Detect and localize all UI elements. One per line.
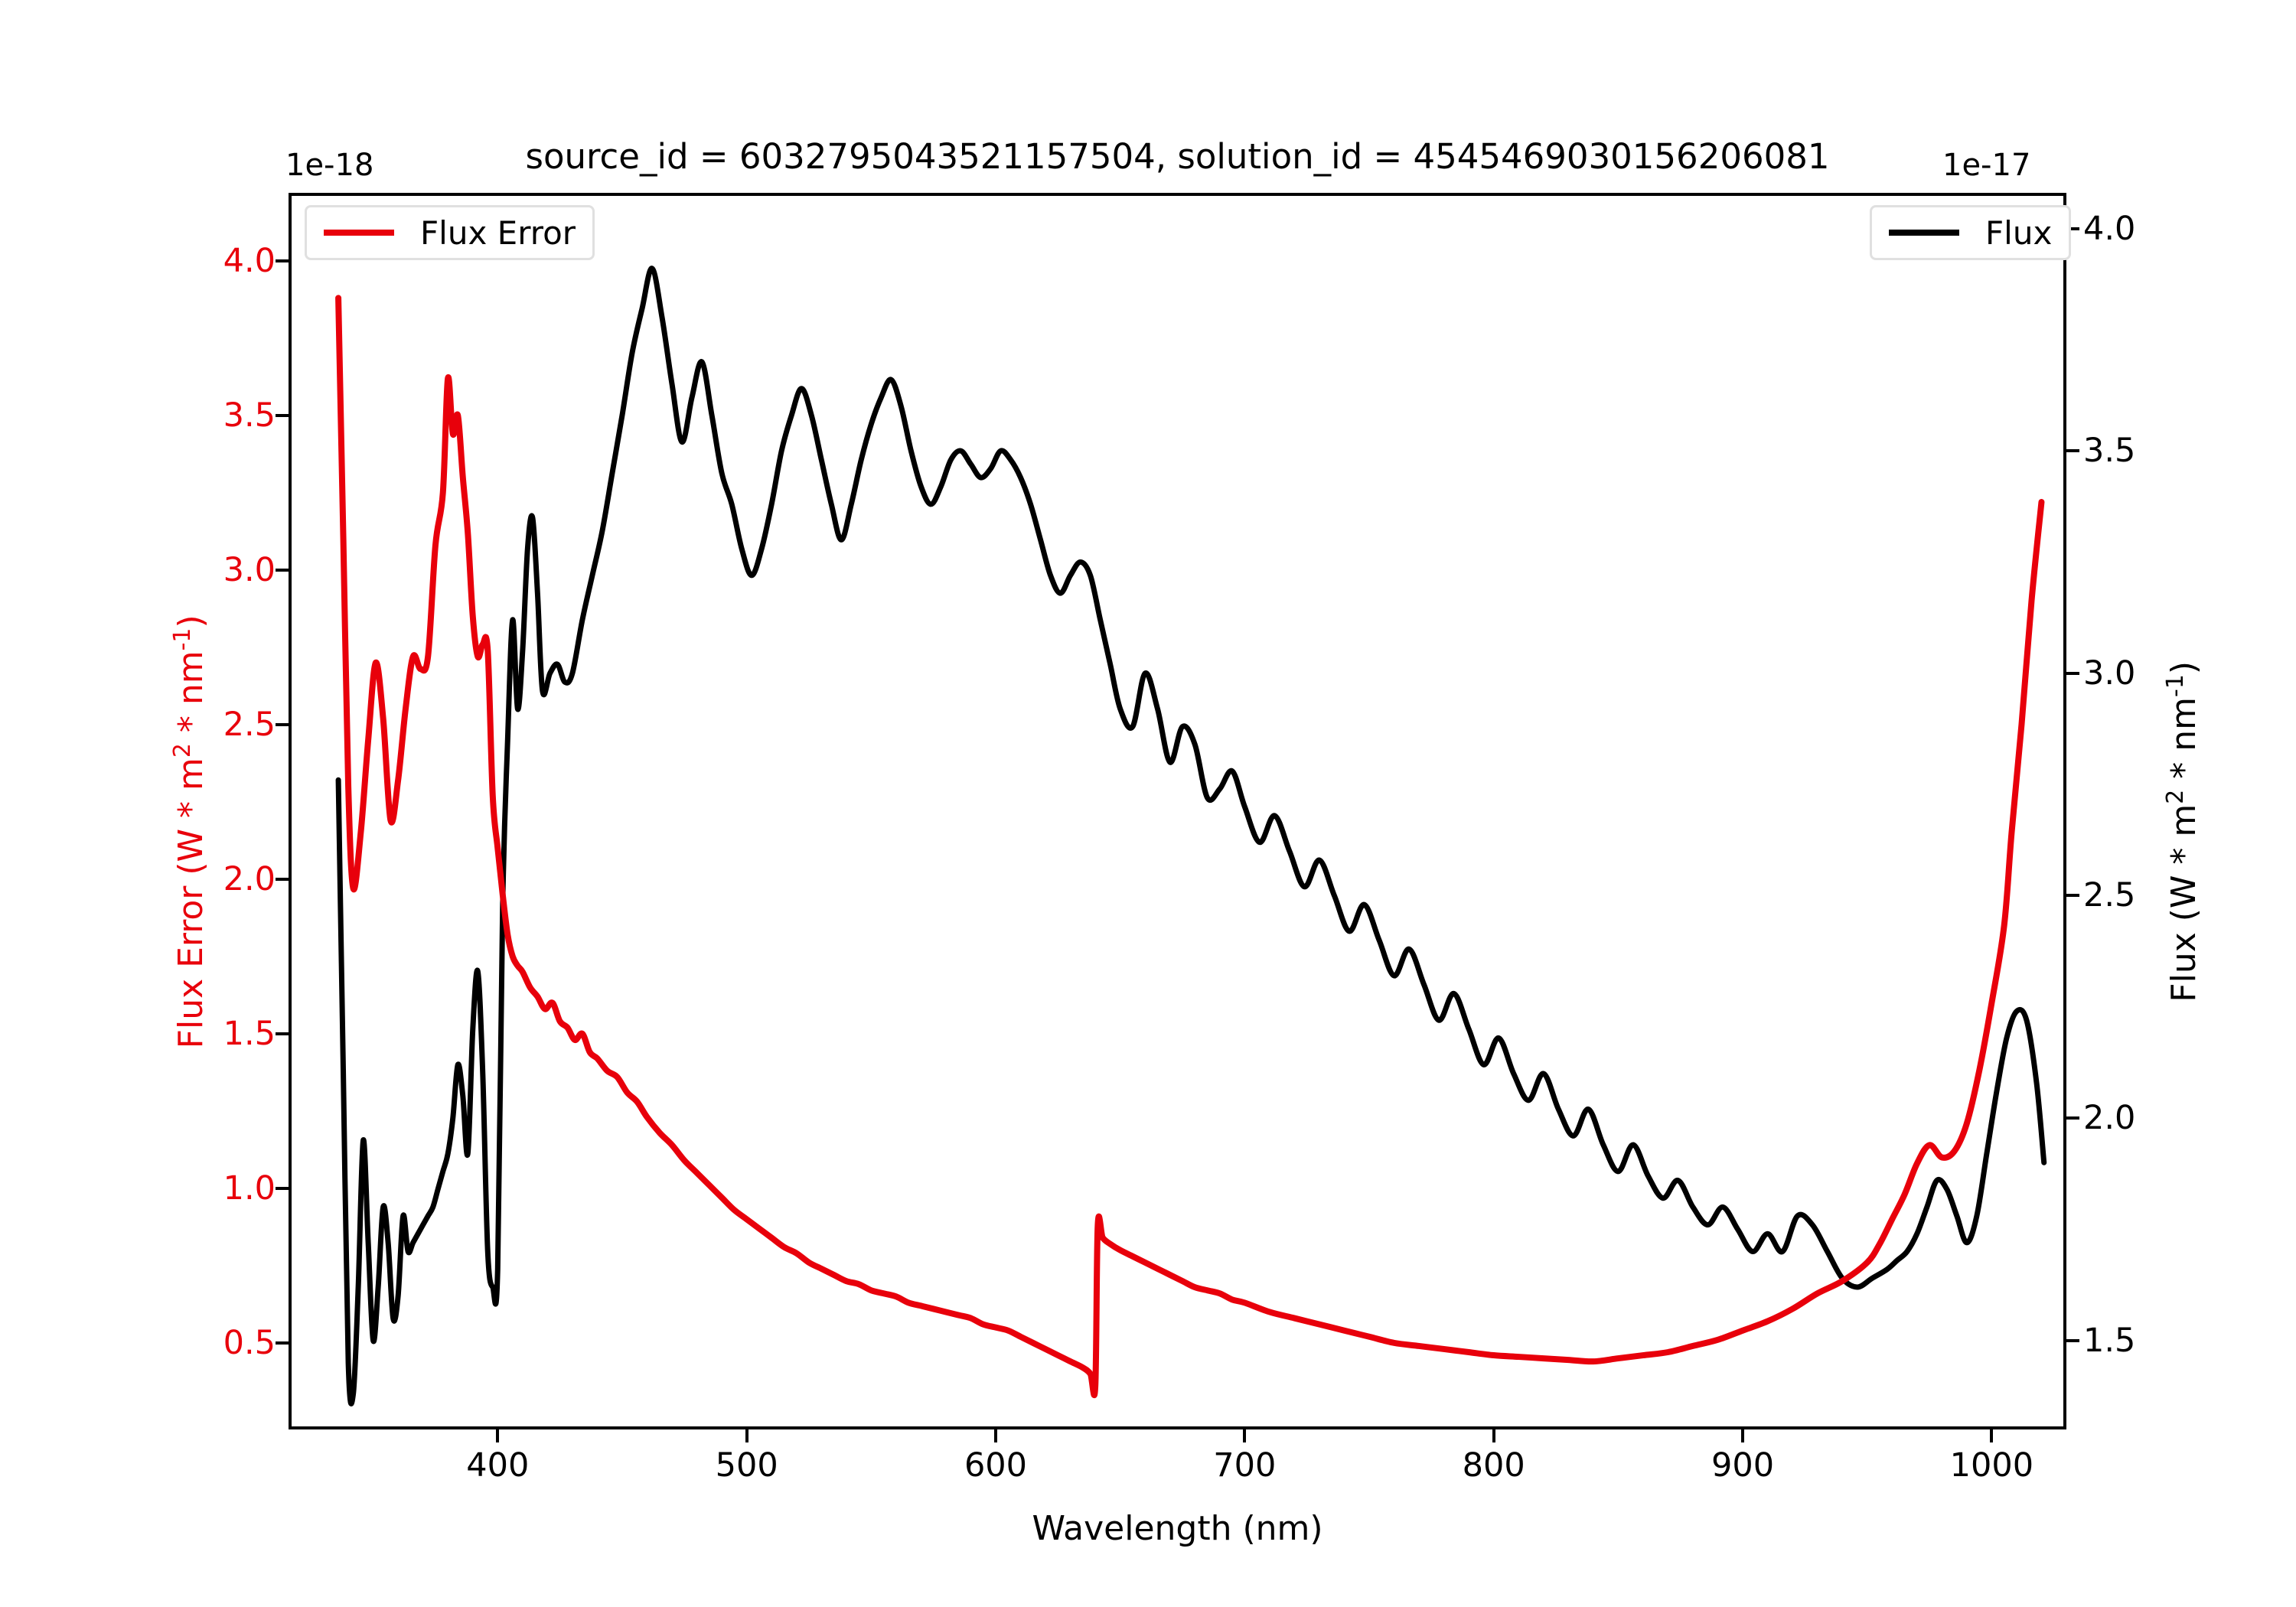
y-left-tick-label: 0.5 (223, 1323, 276, 1362)
y-left-tick-mark (276, 1186, 289, 1190)
y-right-tick-mark (2066, 449, 2079, 453)
x-tick-mark (1243, 1429, 1247, 1442)
y-left-tick-label: 2.0 (223, 859, 276, 898)
y-left-tick-mark (276, 722, 289, 726)
x-axis-label: Wavelength (nm) (1032, 1509, 1323, 1548)
flux-error-curve (335, 295, 2045, 1398)
legend-flux[interactable]: Flux (1870, 205, 2072, 260)
left-axis-offset-text: 1e-18 (285, 148, 374, 183)
flux-curve (335, 266, 2047, 1407)
x-tick-label: 500 (715, 1446, 778, 1485)
x-tick-mark (1492, 1429, 1495, 1442)
legend-label-flux-error: Flux Error (420, 214, 576, 252)
y-left-tick-mark (276, 413, 289, 417)
legend-label-flux: Flux (1985, 214, 2053, 252)
y-right-tick-label: 3.0 (2083, 654, 2136, 693)
x-tick-mark (993, 1429, 997, 1442)
y-right-tick-mark (2066, 227, 2079, 230)
y-left-tick-mark (276, 877, 289, 881)
right-axis-label-mid: * nm (2164, 696, 2203, 790)
y-left-tick-label: 1.0 (223, 1169, 276, 1208)
chart-title: source_id = 6032795043521157504, solutio… (525, 136, 1830, 177)
left-axis-label-exp1: 2 (169, 743, 197, 758)
left-axis-label-mid: * nm (171, 650, 210, 744)
right-axis-offset-text: 1e-17 (1942, 148, 2031, 183)
left-axis-label: Flux Error (W * m2 * nm-1) (169, 214, 210, 1450)
curve-layer (289, 193, 2066, 1429)
x-tick-mark (496, 1429, 500, 1442)
left-axis-label-end: ) (171, 614, 210, 628)
y-right-tick-mark (2066, 1116, 2079, 1120)
y-left-tick-label: 2.5 (223, 705, 276, 744)
x-tick-mark (745, 1429, 748, 1442)
legend-line-swatch-flux (1889, 230, 1959, 236)
right-axis-label: Flux (W * m2 * nm-1) (2162, 214, 2203, 1450)
x-tick-label: 800 (1462, 1446, 1525, 1485)
y-right-tick-mark (2066, 1338, 2079, 1342)
plot-area (289, 193, 2066, 1429)
legend-flux-error[interactable]: Flux Error (305, 205, 595, 260)
y-left-tick-mark (276, 259, 289, 262)
x-tick-label: 700 (1213, 1446, 1277, 1485)
left-axis-label-exp2: -1 (169, 627, 197, 651)
x-tick-label: 1000 (1949, 1446, 2034, 1485)
y-right-tick-mark (2066, 671, 2079, 675)
right-axis-label-exp1: 2 (2162, 789, 2190, 804)
right-axis-label-text: Flux (W * m (2164, 804, 2203, 1002)
y-right-tick-label: 2.0 (2083, 1099, 2136, 1138)
y-left-tick-label: 1.5 (223, 1014, 276, 1053)
y-left-tick-label: 3.0 (223, 550, 276, 589)
x-tick-mark (1741, 1429, 1745, 1442)
y-left-tick-label: 3.5 (223, 396, 276, 435)
y-left-tick-mark (276, 568, 289, 572)
series-svg (335, 266, 2047, 1407)
legend-line-swatch-flux-error (324, 230, 394, 236)
y-left-tick-mark (276, 1341, 289, 1345)
x-tick-label: 600 (964, 1446, 1028, 1485)
x-tick-label: 400 (466, 1446, 530, 1485)
left-axis-label-text: Flux Error (W * m (171, 758, 210, 1049)
y-left-tick-mark (276, 1032, 289, 1035)
y-right-tick-label: 2.5 (2083, 876, 2136, 915)
right-axis-label-end: ) (2164, 660, 2203, 675)
x-tick-mark (1990, 1429, 1994, 1442)
x-tick-label: 900 (1711, 1446, 1775, 1485)
y-left-tick-label: 4.0 (223, 241, 276, 280)
right-axis-label-exp2: -1 (2162, 674, 2190, 697)
y-right-tick-label: 3.5 (2083, 432, 2136, 471)
y-right-tick-label: 4.0 (2083, 209, 2136, 248)
y-right-tick-mark (2066, 894, 2079, 898)
y-right-tick-label: 1.5 (2083, 1321, 2136, 1360)
